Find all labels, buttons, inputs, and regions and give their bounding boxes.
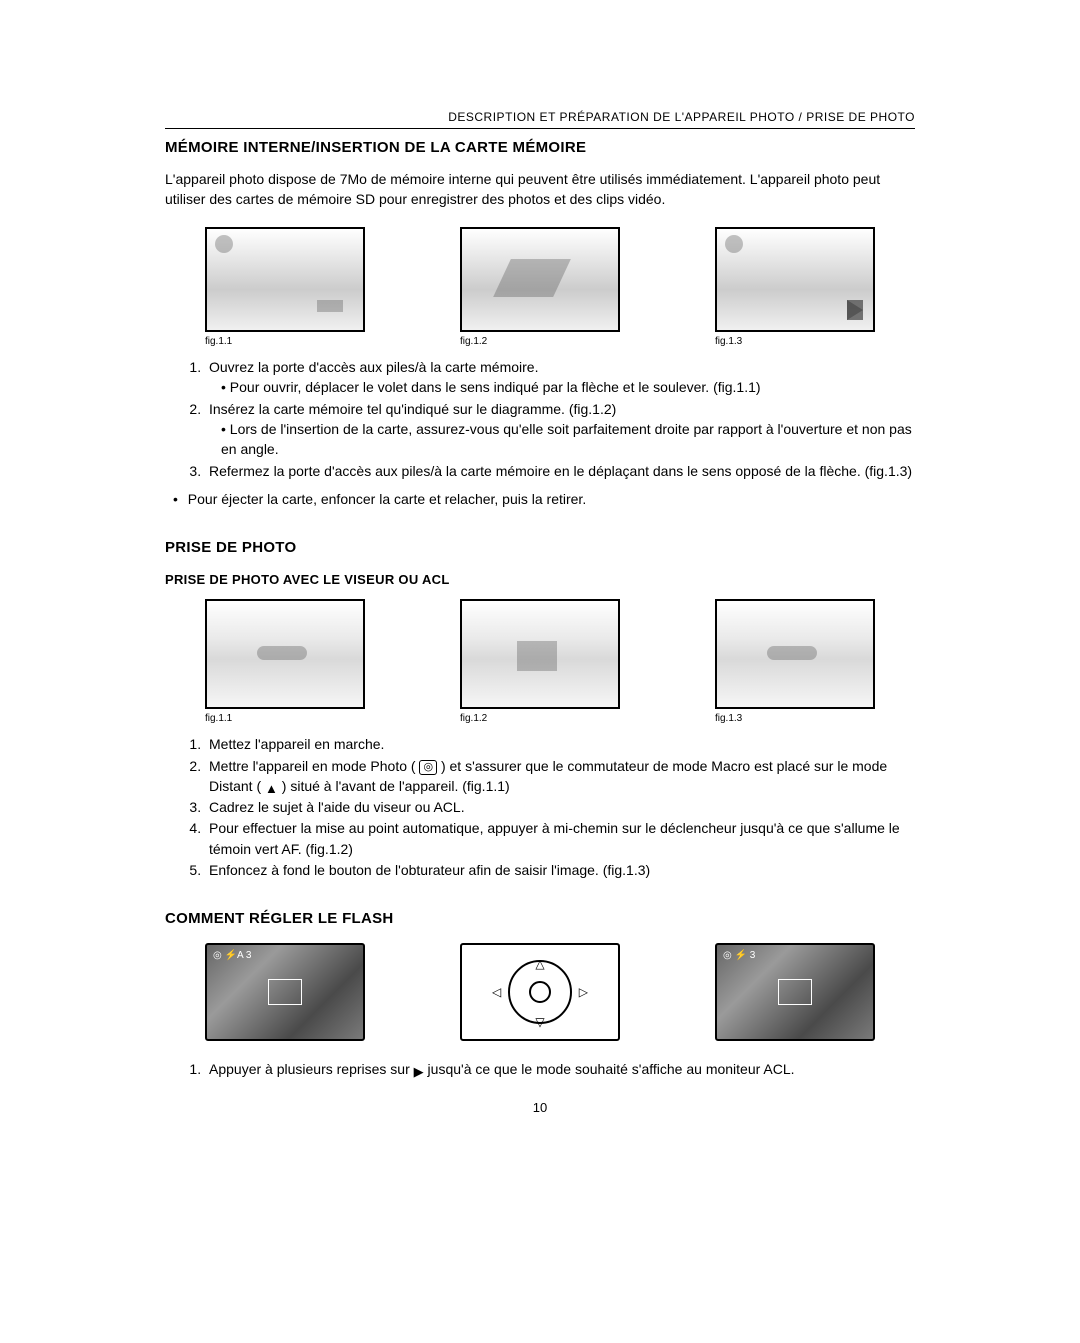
camera-dpad-diagram: △ ▽ ◁ ▷ xyxy=(460,943,620,1041)
list-item: Mettre l'appareil en mode Photo ( ◎ ) et… xyxy=(205,756,915,797)
right-arrow-icon: ▶ xyxy=(414,1065,424,1078)
photo-fig-1: fig.1.1 xyxy=(205,599,365,724)
camera-battery-door-open-diagram xyxy=(205,227,365,332)
step-text-part: jusqu'à ce que le mode souhaité s'affich… xyxy=(424,1061,795,1077)
flash-fig-3: ◎ ⚡ 3 xyxy=(715,943,875,1041)
photo-fig-3: fig.1.3 xyxy=(715,599,875,724)
fig-label: fig.1.1 xyxy=(205,713,232,724)
memory-steps-list: Ouvrez la porte d'accès aux piles/à la c… xyxy=(165,357,915,481)
memory-fig-3: fig.1.3 xyxy=(715,227,875,347)
list-item: Mettez l'appareil en marche. xyxy=(205,734,915,754)
list-item: Refermez la porte d'accès aux piles/à la… xyxy=(205,461,915,481)
camera-front-macro-switch-diagram xyxy=(205,599,365,709)
flash-figure-row: ◎ ⚡A 3 △ ▽ ◁ ▷ ◎ ⚡ 3 xyxy=(205,943,875,1041)
step-text-part: ) situé à l'avant de l'appareil. (fig.1.… xyxy=(278,778,510,794)
list-item: Enfoncez à fond le bouton de l'obturateu… xyxy=(205,860,915,880)
step-text: Ouvrez la porte d'accès aux piles/à la c… xyxy=(209,359,539,375)
flash-steps-list: Appuyer à plusieurs reprises sur ▶ jusqu… xyxy=(165,1059,915,1079)
page-number: 10 xyxy=(165,1100,915,1115)
mountain-icon: ▲ xyxy=(265,782,278,795)
photo-fig-2: fig.1.2 xyxy=(460,599,620,724)
photo-section-heading: PRISE DE PHOTO xyxy=(165,539,915,556)
substep-list: Pour ouvrir, déplacer le volet dans le s… xyxy=(209,377,915,397)
photo-steps-list: Mettez l'appareil en marche. Mettre l'ap… xyxy=(165,734,915,880)
fig-label: fig.1.1 xyxy=(205,336,232,347)
fig-label: fig.1.2 xyxy=(460,713,487,724)
lcd-flash-on-screenshot: ◎ ⚡ 3 xyxy=(715,943,875,1041)
flash-fig-2: △ ▽ ◁ ▷ xyxy=(460,943,620,1041)
list-item: Lors de l'insertion de la carte, assurez… xyxy=(221,419,915,460)
flash-section-heading: COMMENT RÉGLER LE FLASH xyxy=(165,910,915,927)
memory-figure-row: fig.1.1 fig.1.2 fig.1.3 xyxy=(205,227,875,347)
list-item: Pour ouvrir, déplacer le volet dans le s… xyxy=(221,377,915,397)
memory-eject-bullet-list: Pour éjecter la carte, enfoncer la carte… xyxy=(165,489,915,509)
photo-figure-row: fig.1.1 fig.1.2 fig.1.3 xyxy=(205,599,875,724)
breadcrumb: DESCRIPTION ET PRÉPARATION DE L'APPAREIL… xyxy=(165,110,915,124)
camera-half-press-diagram xyxy=(460,599,620,709)
list-item: Insérez la carte mémoire tel qu'indiqué … xyxy=(205,399,915,460)
photo-subheading: PRISE DE PHOTO AVEC LE VISEUR OU ACL xyxy=(165,572,915,587)
memory-intro-paragraph: L'appareil photo dispose de 7Mo de mémoi… xyxy=(165,170,915,209)
step-text-part: Appuyer à plusieurs reprises sur xyxy=(209,1061,414,1077)
step-text: Insérez la carte mémoire tel qu'indiqué … xyxy=(209,401,616,417)
list-item: Pour effectuer la mise au point automati… xyxy=(205,818,915,859)
memory-fig-1: fig.1.1 xyxy=(205,227,365,347)
fig-label: fig.1.3 xyxy=(715,336,742,347)
step-text-part: Mettre l'appareil en mode Photo ( xyxy=(209,758,419,774)
camera-full-press-diagram xyxy=(715,599,875,709)
fig-label: fig.1.2 xyxy=(460,336,487,347)
list-item: Appuyer à plusieurs reprises sur ▶ jusqu… xyxy=(205,1059,915,1079)
memory-fig-2: fig.1.2 xyxy=(460,227,620,347)
camera-mode-icon: ◎ xyxy=(419,760,437,775)
fig-label: fig.1.3 xyxy=(715,713,742,724)
camera-insert-card-diagram xyxy=(460,227,620,332)
camera-close-door-diagram xyxy=(715,227,875,332)
substep-list: Lors de l'insertion de la carte, assurez… xyxy=(209,419,915,460)
flash-fig-1: ◎ ⚡A 3 xyxy=(205,943,365,1041)
horizontal-rule xyxy=(165,128,915,129)
list-item: Cadrez le sujet à l'aide du viseur ou AC… xyxy=(205,797,915,817)
memory-section-heading: MÉMOIRE INTERNE/INSERTION DE LA CARTE MÉ… xyxy=(165,139,915,156)
list-item: Pour éjecter la carte, enfoncer la carte… xyxy=(187,489,915,509)
lcd-flash-auto-screenshot: ◎ ⚡A 3 xyxy=(205,943,365,1041)
list-item: Ouvrez la porte d'accès aux piles/à la c… xyxy=(205,357,915,398)
